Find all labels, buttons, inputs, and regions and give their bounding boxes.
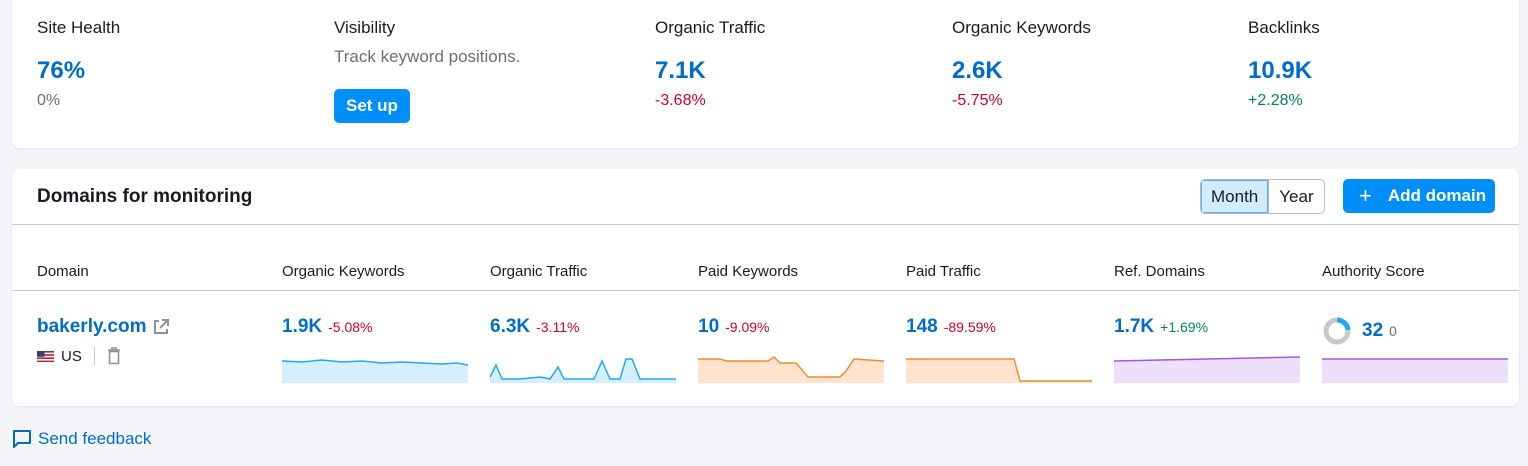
section-title: Domains for monitoring: [37, 186, 253, 207]
metric-change: -5.08%: [328, 319, 373, 335]
domains-card: Domains for monitoring Month Year + Add …: [12, 169, 1519, 406]
metric-value: 148: [906, 316, 938, 337]
metric-change: -9.09%: [725, 319, 770, 335]
summary-card: Site Health 76% 0% Visibility Track keyw…: [12, 0, 1519, 148]
add-domain-button[interactable]: + Add domain: [1343, 179, 1495, 213]
trash-icon[interactable]: [107, 347, 121, 365]
metric-value: 1.7K: [1114, 316, 1155, 337]
metric-value: 6.3K: [490, 316, 531, 337]
stat-value: 10.9K: [1248, 57, 1313, 84]
metric-paid-keywords[interactable]: 10 -9.09%: [698, 316, 770, 338]
column-header-domain: Domain: [37, 263, 89, 280]
toggle-divider: [1268, 180, 1270, 213]
add-domain-label: Add domain: [1387, 186, 1487, 205]
divider: [12, 290, 1519, 291]
authority-score-donut-icon: [1323, 317, 1351, 345]
metric-change: -3.11%: [536, 319, 580, 335]
country-code: US: [61, 347, 82, 365]
visibility-description: Track keyword positions.: [334, 47, 521, 66]
stat-organic-traffic[interactable]: Organic Traffic 7.1K -3.68%: [655, 18, 765, 111]
sparkline-paid-keywords: [698, 356, 884, 383]
stat-change: 0%: [37, 92, 61, 109]
stat-backlinks[interactable]: Backlinks 10.9K +2.28%: [1248, 18, 1320, 111]
external-link-icon: [154, 319, 170, 334]
metric-value: 1.9K: [282, 316, 323, 337]
metric-paid-traffic[interactable]: 148 -89.59%: [906, 316, 996, 338]
metric-change: -89.59%: [943, 319, 996, 335]
stat-organic-keywords[interactable]: Organic Keywords 2.6K -5.75%: [952, 18, 1091, 111]
metric-authority-score[interactable]: 32 0: [1322, 316, 1397, 346]
column-header-organic-keywords[interactable]: Organic Keywords: [282, 263, 405, 280]
metric-change: +1.69%: [1160, 319, 1209, 335]
stat-change: -3.68%: [655, 92, 706, 109]
sparkline-organic-keywords: [282, 359, 468, 383]
plus-icon: +: [1359, 183, 1372, 208]
stat-value: 2.6K: [952, 57, 1003, 84]
metric-organic-traffic[interactable]: 6.3K -3.11%: [490, 316, 579, 338]
sparkline-ref-domains: [1114, 356, 1300, 383]
divider: [93, 347, 95, 365]
column-header-authority-score[interactable]: Authority Score: [1322, 263, 1425, 280]
stat-change: +2.28%: [1248, 92, 1303, 109]
stat-visibility: Visibility Track keyword positions. Set …: [334, 18, 520, 123]
send-feedback-link[interactable]: Send feedback: [12, 429, 151, 449]
metric-ref-domains[interactable]: 1.7K +1.69%: [1114, 316, 1208, 338]
column-header-paid-keywords[interactable]: Paid Keywords: [698, 263, 799, 280]
stat-value: 7.1K: [655, 57, 706, 84]
stat-site-health[interactable]: Site Health 76% 0%: [37, 18, 120, 111]
sparkline-authority-score: [1322, 358, 1508, 383]
stat-value: 76%: [37, 57, 86, 84]
sparkline-paid-traffic: [906, 358, 1092, 383]
stat-label: Backlinks: [1248, 18, 1320, 37]
column-header-paid-traffic[interactable]: Paid Traffic: [906, 263, 981, 280]
domain-name: bakerly.com: [37, 316, 147, 337]
stat-change: -5.75%: [952, 92, 1003, 109]
divider: [12, 224, 1519, 225]
domain-link[interactable]: bakerly.com: [37, 316, 170, 338]
country-info: US: [37, 347, 121, 365]
stat-label: Organic Keywords: [952, 18, 1091, 37]
stat-label: Site Health: [37, 18, 121, 37]
metric-organic-keywords[interactable]: 1.9K -5.08%: [282, 316, 373, 338]
feedback-icon: [13, 430, 31, 448]
stat-label: Visibility: [334, 18, 396, 37]
period-year-button[interactable]: Year: [1279, 187, 1314, 206]
column-header-organic-traffic[interactable]: Organic Traffic: [490, 263, 588, 280]
period-toggle: Month Year: [1200, 179, 1325, 214]
send-feedback-label: Send feedback: [38, 429, 152, 448]
metric-change: 0: [1389, 323, 1397, 339]
metric-value: 10: [698, 316, 720, 337]
period-month-button[interactable]: Month: [1201, 180, 1269, 213]
setup-button[interactable]: Set up: [334, 89, 410, 123]
stat-label: Organic Traffic: [655, 18, 766, 37]
sparkline-organic-traffic: [490, 358, 676, 383]
column-header-ref-domains[interactable]: Ref. Domains: [1114, 263, 1205, 280]
metric-value: 32: [1362, 320, 1384, 341]
us-flag-icon: [37, 350, 54, 362]
